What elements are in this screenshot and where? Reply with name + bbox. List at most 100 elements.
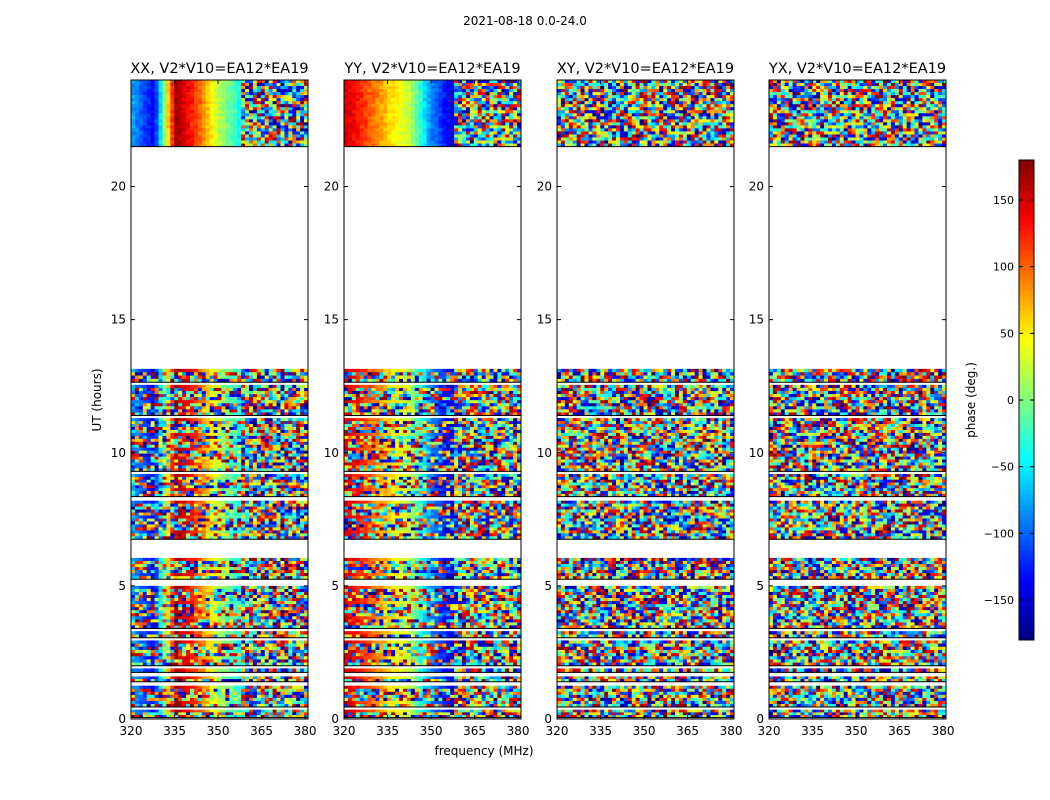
heatmap-cell xyxy=(193,518,199,522)
heatmap-cell xyxy=(146,116,151,120)
heatmap-cell xyxy=(288,685,293,690)
heatmap-cell xyxy=(178,631,183,635)
heatmap-cell xyxy=(264,432,269,437)
heatmap-cell xyxy=(162,691,167,696)
heatmap-cell xyxy=(213,474,218,478)
heatmap-cell xyxy=(249,432,254,437)
heatmap-cell xyxy=(256,625,262,629)
heatmap-cell xyxy=(252,465,258,469)
heatmap-cell xyxy=(209,649,214,654)
heatmap-cell xyxy=(221,409,226,413)
heatmap-cell xyxy=(260,631,266,635)
heatmap-cell xyxy=(292,613,297,617)
heatmap-cell xyxy=(166,479,171,483)
heatmap-cell xyxy=(252,116,258,120)
heatmap-cell xyxy=(170,98,175,102)
heatmap-cell xyxy=(249,450,254,454)
heatmap-cell xyxy=(245,107,250,111)
heatmap-cell xyxy=(292,685,297,690)
heatmap-cell xyxy=(182,595,187,599)
heatmap-cell xyxy=(190,95,195,99)
heatmap-cell xyxy=(241,409,246,413)
heatmap-cell xyxy=(217,656,222,660)
heatmap-cell xyxy=(241,656,246,660)
heatmap-cell xyxy=(134,89,140,93)
heatmap-cell xyxy=(252,653,258,657)
heatmap-cell xyxy=(170,715,175,718)
heatmap-cell xyxy=(268,573,273,577)
heatmap-cell xyxy=(245,462,250,466)
heatmap-cell xyxy=(264,113,269,117)
heatmap-cell xyxy=(213,610,218,614)
heatmap-cell xyxy=(272,441,277,446)
heatmap-cell xyxy=(193,110,199,114)
heatmap-cell xyxy=(217,649,222,654)
heatmap-cell xyxy=(158,616,163,620)
heatmap-cell xyxy=(201,390,207,395)
heatmap-cell xyxy=(146,107,151,111)
heatmap-cell xyxy=(170,491,175,495)
heatmap-cell xyxy=(174,601,179,605)
heatmap-cell xyxy=(182,527,187,531)
heatmap-cell xyxy=(170,503,175,507)
heatmap-cell xyxy=(229,387,234,392)
heatmap-cell xyxy=(154,438,159,443)
heatmap-cell xyxy=(205,668,210,673)
heatmap-cell xyxy=(182,119,187,123)
heatmap-cell xyxy=(182,98,187,102)
heatmap-cell xyxy=(205,688,210,693)
heatmap-cell xyxy=(252,515,258,519)
heatmap-cell xyxy=(213,459,218,463)
heatmap-cell xyxy=(134,533,140,537)
heatmap-cell xyxy=(284,591,289,596)
heatmap-cell xyxy=(249,447,254,451)
heatmap-cell xyxy=(182,406,187,410)
heatmap-cell xyxy=(260,409,266,413)
heatmap-cell xyxy=(268,527,273,531)
heatmap-cell xyxy=(209,616,214,620)
heatmap-cell xyxy=(304,485,309,489)
heatmap-cell xyxy=(154,447,159,451)
heatmap-cell xyxy=(241,625,246,629)
heatmap-cell xyxy=(170,585,175,590)
heatmap-cell xyxy=(193,485,199,489)
heatmap-cell xyxy=(154,631,159,635)
heatmap-cell xyxy=(245,521,250,525)
heatmap-cell xyxy=(209,564,214,568)
heatmap-cell xyxy=(229,691,234,696)
heatmap-cell xyxy=(252,607,258,611)
heatmap-cell xyxy=(280,378,285,383)
heatmap-cell xyxy=(260,462,266,466)
heatmap-cell xyxy=(245,694,250,699)
heatmap-cell xyxy=(284,403,289,407)
heatmap-cell xyxy=(197,518,203,522)
heatmap-cell xyxy=(217,503,222,507)
heatmap-cell xyxy=(284,479,289,483)
heatmap-cell xyxy=(217,444,222,449)
heatmap-cell xyxy=(260,113,266,117)
heatmap-cell xyxy=(256,643,262,648)
heatmap-cell xyxy=(272,585,277,590)
heatmap-cell xyxy=(150,104,155,108)
heatmap-cell xyxy=(280,459,285,463)
heatmap-cell xyxy=(272,456,277,460)
heatmap-cell xyxy=(138,527,144,531)
heatmap-cell xyxy=(284,712,289,716)
heatmap-cell xyxy=(209,557,214,562)
heatmap-cell xyxy=(178,506,183,510)
heatmap-cell xyxy=(174,493,179,497)
heatmap-cell xyxy=(292,659,297,663)
heatmap-cell xyxy=(304,80,309,84)
heatmap-cell xyxy=(233,649,238,654)
heatmap-cell xyxy=(138,659,144,663)
heatmap-cell xyxy=(280,691,285,696)
heatmap-cell xyxy=(182,521,187,525)
heatmap-cell xyxy=(146,659,151,663)
heatmap-cell xyxy=(256,570,262,574)
heatmap-cell xyxy=(213,500,218,504)
heatmap-cell xyxy=(292,418,297,422)
heatmap-cell xyxy=(264,509,269,513)
heatmap-cell xyxy=(213,462,218,466)
heatmap-cell xyxy=(150,394,155,398)
heatmap-cell xyxy=(182,397,187,401)
